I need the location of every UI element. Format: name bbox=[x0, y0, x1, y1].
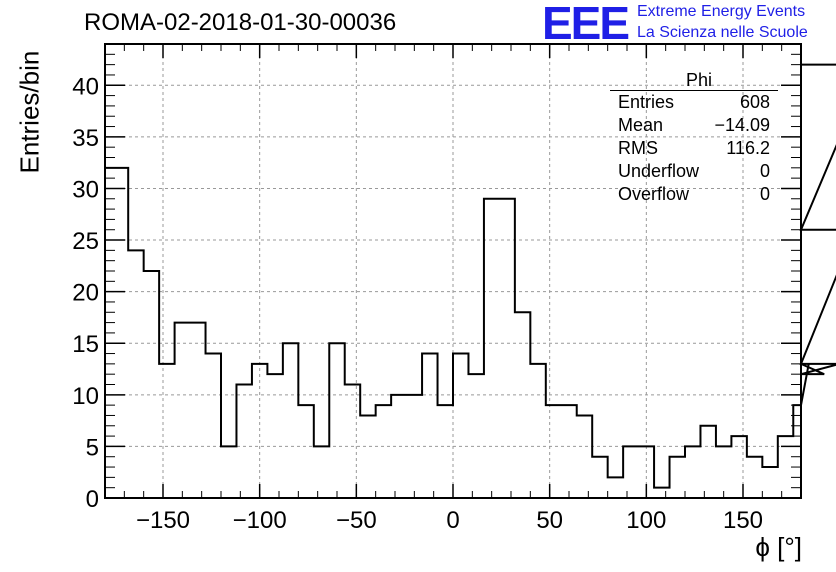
brand-line-2: La Scienza nelle Scuole bbox=[637, 24, 808, 41]
y-axis-label: Entries/bin bbox=[14, 50, 45, 174]
stats-label: Underflow bbox=[618, 161, 700, 181]
y-tick-label: 40 bbox=[72, 73, 99, 100]
stats-label: Overflow bbox=[618, 184, 690, 204]
stats-row-mean: Mean −14.09 bbox=[610, 114, 778, 137]
stats-value: 116.2 bbox=[726, 138, 770, 158]
stats-row-entries: Entries 608 bbox=[610, 91, 778, 114]
x-tick-label: 0 bbox=[446, 507, 459, 534]
stats-row-underflow: Underflow 0 bbox=[610, 160, 778, 183]
stats-label: Mean bbox=[618, 115, 664, 135]
tick-labels: −150 −100 −50 0 50 100 150 0 5 10 15 20 25 30 35 40 bbox=[72, 73, 763, 534]
stats-value: 608 bbox=[739, 92, 770, 112]
y-tick-label: 0 bbox=[86, 486, 99, 513]
x-tick-label: −150 bbox=[136, 507, 190, 534]
x-tick-label: 100 bbox=[626, 507, 666, 534]
eee-logo: EEE bbox=[542, 0, 630, 49]
y-tick-label: 30 bbox=[72, 176, 99, 203]
y-tick-label: 15 bbox=[72, 331, 99, 358]
x-tick-label: −50 bbox=[336, 507, 377, 534]
stats-value: 0 bbox=[759, 161, 770, 181]
stats-row-overflow: Overflow 0 bbox=[610, 183, 778, 206]
y-tick-label: 5 bbox=[86, 434, 99, 461]
run-title: ROMA-02-2018-01-30-00036 bbox=[84, 9, 397, 36]
stats-label: RMS bbox=[618, 138, 658, 158]
histogram-series bbox=[105, 63, 836, 489]
stats-value: −14.09 bbox=[714, 115, 770, 135]
x-tick-label: 150 bbox=[723, 507, 763, 534]
y-tick-label: 20 bbox=[72, 280, 99, 307]
x-tick-label: 50 bbox=[536, 507, 563, 534]
stats-label: Entries bbox=[618, 92, 675, 112]
axis-ticks bbox=[104, 44, 802, 499]
y-tick-label: 35 bbox=[72, 125, 99, 152]
stats-box: Phi Entries 608 Mean −14.09 RMS 116.2 Un… bbox=[610, 70, 778, 206]
x-tick-label: −100 bbox=[233, 507, 287, 534]
y-tick-label: 10 bbox=[72, 383, 99, 410]
y-tick-label: 25 bbox=[72, 228, 99, 255]
stats-value: 0 bbox=[759, 184, 770, 204]
stats-row-rms: RMS 116.2 bbox=[610, 137, 778, 160]
brand-line-1: Extreme Energy Events bbox=[637, 3, 806, 20]
stats-header: Phi bbox=[610, 70, 778, 91]
x-axis-label: ϕ [°] bbox=[755, 532, 802, 562]
